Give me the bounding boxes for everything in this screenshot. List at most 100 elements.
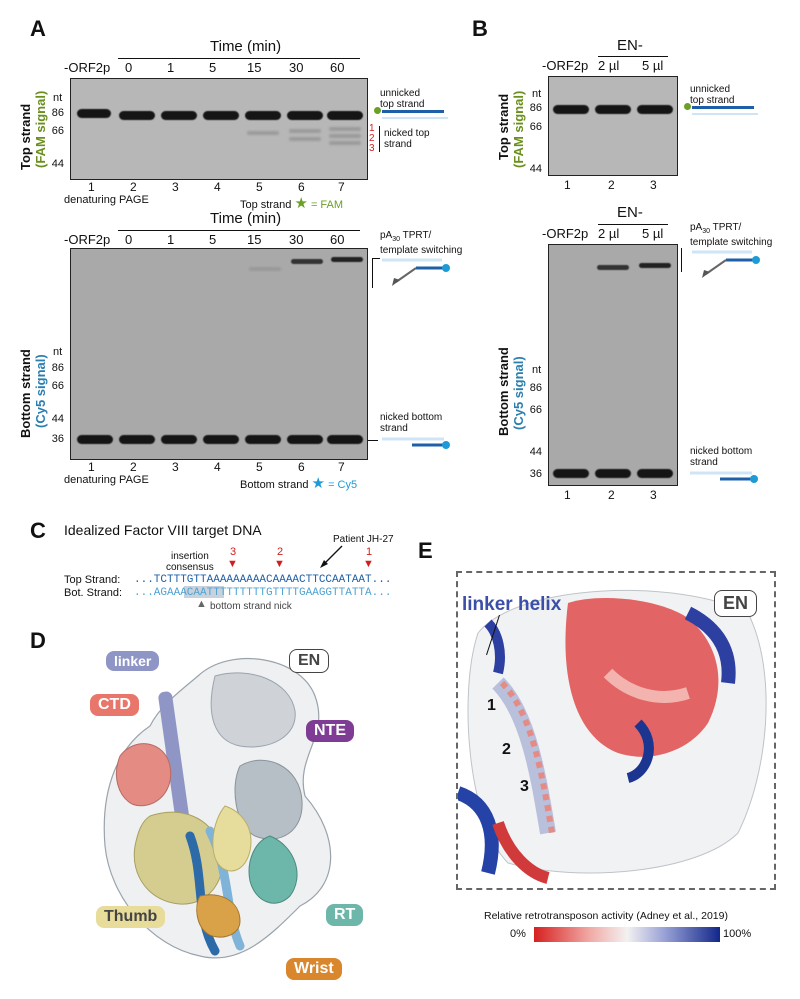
tprt-diagram-icon [382,258,450,286]
e-helix-num-2: 2 [502,741,511,758]
patient-arrow-icon [320,545,343,568]
a-bot-tick-86: 86 [51,362,64,374]
fam-star-icon: ★ [294,195,308,212]
b-fam-dot-icon [684,103,691,110]
b-top-tick-44: 44 [529,163,542,175]
c-nick-label: bottom strand nick [210,601,292,612]
e-legend-max: 100% [723,928,752,940]
a-bot-ann-tprt: pA30 TPRT/ template switching [380,230,462,256]
b-top-nt-label: nt [532,88,542,100]
lane-number: 7 [338,460,345,474]
c-top-seq: ...TCTTTGTTAAAAAAAAACAAAACTTCCAATAAT... [134,574,392,586]
gel-band [553,469,589,478]
a-bot-strand-text: Bottom strand [240,479,309,491]
a-bot-tprt-text: TPRT/ [400,230,432,241]
c-top-strand-label: Top Strand: [64,574,121,586]
gel-band [331,257,363,262]
gel-faint-band [247,131,279,135]
c-num-2: 2 [277,546,284,558]
c-bot-seq: ...AGAAACAATTTTTTTTTGTTTTGAAGGTTATTA... [134,587,392,599]
gel-band [161,435,197,444]
gel-band [637,105,673,114]
b-top-ylabel: Top strand [496,93,511,160]
nick-number: 1 [369,123,375,134]
column-label: 60 [330,60,345,75]
b-top-ann-unnicked: unnicked top strand [690,84,735,106]
a-top-tick-86: 86 [51,107,64,119]
a-bot-tick-36: 36 [51,433,64,445]
lane-number: 1 [88,460,95,474]
lane-number: 5 [256,460,263,474]
column-label: 30 [289,60,304,75]
c-num-1: 1 [366,546,373,558]
top-strand-line [382,110,444,113]
gel-band [595,105,631,114]
c-title: Idealized Factor VIII target DNA [64,522,262,538]
column-label: 0 [125,232,133,247]
a-bot-bracket [372,258,373,288]
b-bot-gel [548,244,678,486]
gel-band [291,259,323,264]
gel-band [553,105,589,114]
lane-number: 4 [214,180,221,194]
a-bot-gel [70,248,368,460]
b-top-header: EN- [617,37,643,54]
nicked-bottom-diagram-icon [382,437,450,449]
panel-letter-e: E [418,538,433,563]
column-label: 2 µl [598,58,620,73]
b-bot-ann-tprt: pA30 TPRT/ template switching [690,222,772,248]
gel-band [597,265,629,270]
e-legend-min: 0% [510,928,526,940]
lane-number: 6 [298,180,305,194]
a-bot-bracket-top [372,258,380,259]
e-en-label: EN [714,590,758,617]
d-structure-model [103,657,332,959]
a-top-tick-44: 44 [51,158,64,170]
gel-faint-band [289,129,321,133]
column-label: -ORF2p [64,232,111,247]
gel-band [639,263,671,268]
lane-number: 1 [564,178,571,192]
a-bot-tprt-pa: pA [380,230,393,241]
a-top-tick-66: 66 [51,125,64,137]
column-label: 5 [209,232,217,247]
fam-dot-icon [374,107,381,114]
a-top-fam-text: = FAM [310,199,344,211]
b-bot-header-line [598,224,668,225]
a-bot-ylabel-sub: (Cy5 signal) [33,354,48,428]
c-insertion-consensus: insertion consensus [166,551,214,573]
d-label-ctd: CTD [90,694,139,716]
lane-number: 1 [88,180,95,194]
b-top-tick-66: 66 [529,121,542,133]
a-bot-right-note: Bottom strand ★ = Cy5 [240,474,357,492]
b-top-ylabel-sub: (FAM signal) [511,90,526,168]
column-label: 5 µl [642,226,664,241]
lane-number: 5 [256,180,263,194]
lane-number: 2 [608,488,615,502]
panel-letter-d: D [30,628,46,653]
b-bot-column-labels: -ORF2p 2 µl 5 µl [540,226,680,242]
a-bot-time-header: Time (min) [210,210,282,227]
gel-band [595,469,631,478]
lane-number: 6 [298,460,305,474]
d-label-nte: NTE [306,720,354,742]
b-bot-tick-66: 66 [529,404,542,416]
panel-letter-b: B [472,16,488,41]
c-patient-label: Patient JH-27 [333,534,394,545]
a-bot-left-note: denaturing PAGE [64,474,149,486]
b-bot-tick-44: 44 [529,446,542,458]
a-top-left-note: denaturing PAGE [64,194,149,206]
b-bot-bracket [681,248,682,272]
b-bot-header: EN- [617,204,643,221]
column-label: 2 µl [598,226,620,241]
gel-band [161,111,197,120]
gel-faint-band [249,267,281,271]
gel-faint-band [289,137,321,141]
b-top-gel [548,76,678,176]
gel-band [203,111,239,120]
a-top-strand-text: Top strand [240,199,292,211]
lane-number: 3 [650,488,657,502]
a-top-lane-numbers: 1 2 3 4 5 6 7 [70,180,366,194]
gel-band [637,469,673,478]
gel-band [119,435,155,444]
